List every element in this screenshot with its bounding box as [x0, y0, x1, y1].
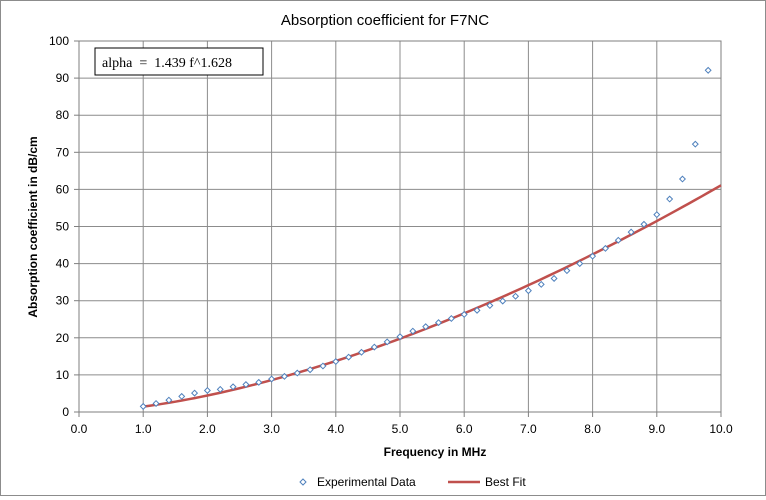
y-tick-label: 30 — [56, 294, 70, 308]
x-tick-labels: 0.0 1.0 2.0 3.0 4.0 5.0 6.0 7.0 8.0 9.0 10.0 — [71, 412, 733, 436]
data-point — [216, 385, 224, 393]
data-point — [460, 310, 468, 318]
y-tick-label: 80 — [56, 108, 70, 122]
data-point — [370, 343, 378, 351]
data-point — [383, 338, 391, 346]
y-tick-label: 0 — [62, 405, 69, 419]
experimental-data-points — [139, 66, 712, 410]
equation-box: alpha = 1.439 f^1.628 — [94, 47, 264, 76]
y-tick-label: 100 — [49, 34, 69, 48]
equation-label: alpha = 1.439 f^1.628 — [102, 56, 232, 71]
data-point — [152, 399, 160, 407]
legend-label-bestfit: Best Fit — [485, 475, 526, 489]
y-tick-label: 90 — [56, 71, 70, 85]
data-point — [293, 369, 301, 377]
grid-lines — [79, 41, 721, 412]
y-tick-label: 10 — [56, 368, 70, 382]
data-point — [229, 383, 237, 391]
data-point — [473, 306, 481, 314]
data-point — [396, 333, 404, 341]
x-tick-label: 1.0 — [135, 422, 152, 436]
data-point — [640, 220, 648, 228]
data-point — [409, 327, 417, 335]
data-point — [139, 402, 147, 410]
data-point — [537, 280, 545, 288]
x-tick-label: 8.0 — [584, 422, 601, 436]
data-point — [268, 375, 276, 383]
data-point — [319, 362, 327, 370]
x-tick-label: 6.0 — [456, 422, 473, 436]
data-point — [563, 267, 571, 275]
x-tick-label: 2.0 — [199, 422, 216, 436]
data-point — [345, 353, 353, 361]
data-point — [550, 274, 558, 282]
data-point — [332, 358, 340, 366]
data-point — [704, 66, 712, 74]
data-point — [691, 140, 699, 148]
data-point — [178, 392, 186, 400]
data-point — [524, 287, 532, 295]
data-point — [357, 348, 365, 356]
x-tick-label: 3.0 — [263, 422, 280, 436]
data-point — [435, 319, 443, 327]
legend-label-experimental: Experimental Data — [317, 475, 416, 489]
data-point — [486, 302, 494, 310]
y-tick-label: 60 — [56, 182, 70, 196]
data-point — [589, 252, 597, 260]
data-point — [512, 292, 520, 300]
y-tick-label: 40 — [56, 257, 70, 271]
data-point — [255, 378, 263, 386]
data-point — [306, 366, 314, 374]
data-point — [576, 260, 584, 268]
chart-title: Absorption coefficient for F7NC — [281, 12, 489, 29]
data-point — [447, 315, 455, 323]
x-tick-label: 7.0 — [520, 422, 537, 436]
legend-marker-experimental — [299, 478, 307, 486]
data-point — [242, 381, 250, 389]
y-tick-label: 70 — [56, 145, 70, 159]
data-point — [422, 323, 430, 331]
data-point — [666, 195, 674, 203]
data-point — [203, 386, 211, 394]
y-tick-label: 20 — [56, 331, 70, 345]
y-axis-label: Absorption coefficient in dB/cm — [26, 136, 40, 317]
data-point — [191, 389, 199, 397]
best-fit-line — [143, 184, 722, 408]
x-tick-label: 10.0 — [709, 422, 733, 436]
y-tick-labels: 0 10 20 30 40 50 60 70 80 90 100 — [49, 34, 79, 419]
data-point — [614, 236, 622, 244]
x-tick-label: 5.0 — [392, 422, 409, 436]
data-point — [601, 244, 609, 252]
data-point — [280, 372, 288, 380]
x-tick-label: 0.0 — [71, 422, 88, 436]
data-point — [678, 175, 686, 183]
legend: Experimental Data Best Fit — [299, 475, 526, 489]
data-point — [499, 297, 507, 305]
x-tick-label: 4.0 — [327, 422, 344, 436]
data-point — [627, 228, 635, 236]
y-tick-label: 50 — [56, 220, 70, 234]
x-axis-label: Frequency in MHz — [384, 445, 487, 459]
data-point — [653, 211, 661, 219]
data-point — [165, 396, 173, 404]
x-tick-label: 9.0 — [648, 422, 665, 436]
